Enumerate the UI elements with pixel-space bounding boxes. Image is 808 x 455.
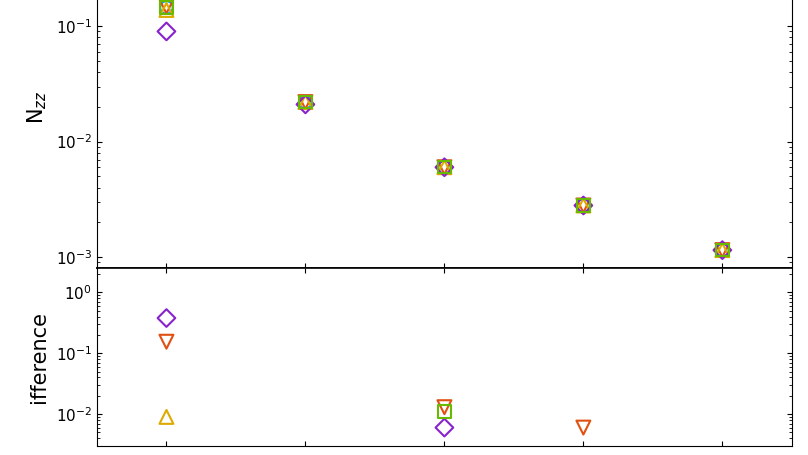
Point xyxy=(716,247,729,254)
Point xyxy=(299,98,312,106)
Point xyxy=(299,98,312,106)
Point xyxy=(160,3,173,10)
Point xyxy=(438,164,451,171)
Point xyxy=(160,4,173,11)
Point xyxy=(438,164,451,171)
Point xyxy=(716,247,729,254)
Point xyxy=(577,202,590,209)
Point xyxy=(160,338,173,345)
Point xyxy=(438,164,451,171)
Point xyxy=(299,101,312,108)
Y-axis label: ifference: ifference xyxy=(29,311,49,403)
Point xyxy=(716,247,729,254)
Point xyxy=(577,202,590,209)
Point xyxy=(160,4,173,11)
Point xyxy=(577,202,590,209)
Point xyxy=(160,6,173,14)
Point xyxy=(160,413,173,420)
Point xyxy=(577,202,590,209)
Point xyxy=(438,408,451,415)
Point xyxy=(160,314,173,322)
Point xyxy=(716,247,729,254)
Point xyxy=(299,98,312,106)
Point xyxy=(577,202,590,209)
Point xyxy=(299,98,312,106)
Point xyxy=(438,404,451,411)
Point xyxy=(577,424,590,431)
Point xyxy=(438,164,451,171)
Y-axis label: N$_{zz}$: N$_{zz}$ xyxy=(25,90,48,124)
Point xyxy=(160,28,173,35)
Point xyxy=(438,424,451,431)
Point xyxy=(438,164,451,171)
Point xyxy=(716,247,729,254)
